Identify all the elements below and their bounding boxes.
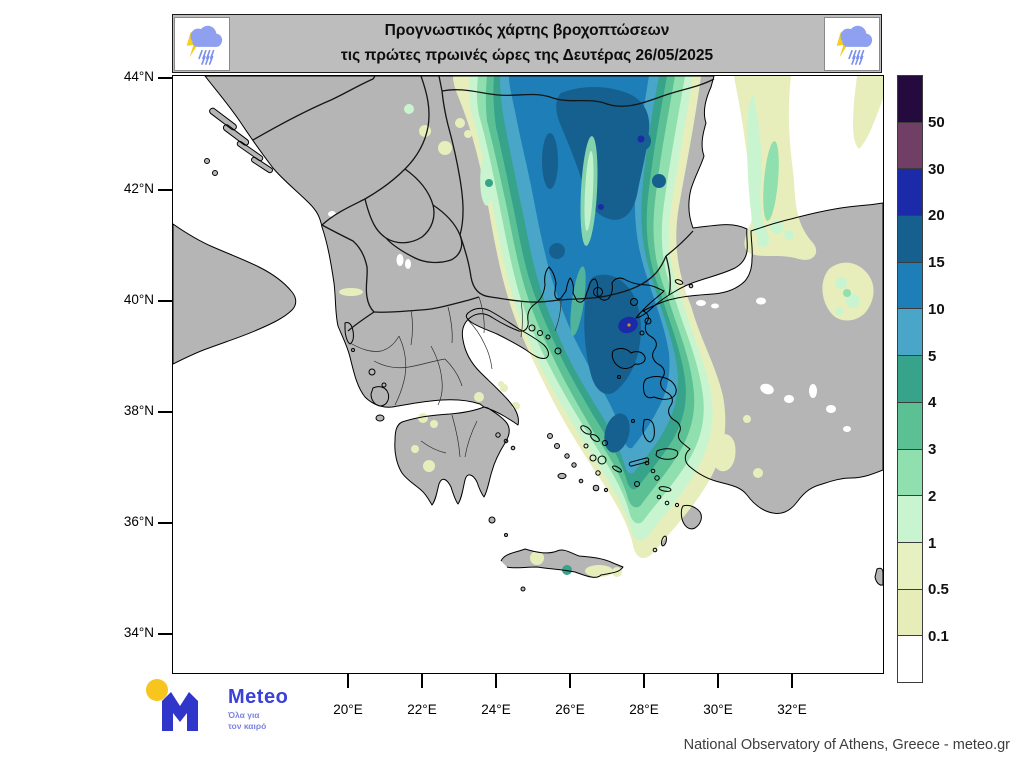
colorbar-block (898, 496, 922, 543)
colorbar-label: 1 (928, 534, 937, 552)
colorbar-block (898, 169, 922, 217)
storm-cloud-icon (186, 25, 223, 65)
colorbar-blocks (897, 75, 923, 683)
lon-tick (421, 674, 423, 688)
precip-inner-streak (584, 151, 594, 231)
lat-tick (158, 411, 172, 413)
map-title-line2: τις πρώτες πρωινές ώρες της Δευτέρας 26/… (340, 46, 714, 64)
precip-15-20mm (542, 87, 666, 453)
forecast-map (172, 75, 884, 674)
lon-tick-label: 28°E (629, 702, 659, 717)
lon-tick-label: 32°E (777, 702, 807, 717)
colorbar-block (898, 216, 922, 263)
colorbar-label: 0.5 (928, 581, 949, 599)
colorbar-block (898, 309, 922, 357)
rain-streaks-icon (198, 49, 215, 65)
meteo-tagline-line1: Όλα για (228, 710, 260, 720)
lon-tick-label: 30°E (703, 702, 733, 717)
lon-tick (717, 674, 719, 688)
lon-tick (495, 674, 497, 688)
map-title: Προγνωστικός χάρτης βροχοπτώσεων τις πρώ… (231, 19, 823, 67)
lon-tick (569, 674, 571, 688)
colorbar-block (898, 122, 922, 170)
colorbar-label: 0.1 (928, 628, 949, 646)
lat-tick (158, 633, 172, 635)
meteo-logo-text: Meteo Όλα για τον καιρό (228, 686, 288, 731)
colorbar-label: 5 (928, 347, 937, 365)
precip-inner-streak (570, 266, 586, 336)
colorbar-label: 15 (928, 254, 945, 272)
lat-tick-label: 38°N (123, 403, 154, 418)
lat-tick-label: 34°N (123, 625, 154, 640)
lon-tick-label: 26°E (555, 702, 585, 717)
colorbar-block (898, 76, 922, 123)
colorbar-label: 20 (928, 207, 945, 225)
title-bar: Προγνωστικός χάρτης βροχοπτώσεων τις πρώ… (172, 14, 882, 73)
lon-tick (643, 674, 645, 688)
colorbar-block (898, 449, 922, 497)
lon-tick (791, 674, 793, 688)
meteo-tagline-line2: τον καιρό (228, 720, 267, 731)
colorbar-block (898, 402, 922, 450)
lon-tick-label: 24°E (481, 702, 511, 717)
storm-cloud-icon (836, 25, 873, 65)
lat-tick-label: 40°N (123, 292, 154, 307)
colorbar-block (898, 262, 922, 310)
lon-tick (347, 674, 349, 688)
lat-tick (158, 300, 172, 302)
lat-tick-label: 42°N (123, 181, 154, 196)
lat-tick (158, 77, 172, 79)
meteo-logo-name: Meteo (228, 686, 289, 708)
colorbar-label: 10 (928, 300, 945, 318)
colorbar-label: 3 (928, 441, 937, 459)
precip-max-marker (627, 323, 631, 327)
lat-tick (158, 189, 172, 191)
meteo-logo-icon (146, 679, 198, 731)
storm-cloud-icon-left-box (174, 16, 230, 71)
lon-tick-label: 20°E (333, 702, 363, 717)
lon-tick-label: 22°E (407, 702, 437, 717)
prefecture-borders (349, 296, 562, 458)
map-title-line1: Προγνωστικός χάρτης βροχοπτώσεων (384, 22, 670, 40)
colorbar-label: 2 (928, 487, 937, 505)
credit-text: National Observatory of Athens, Greece -… (683, 737, 1010, 753)
map-canvas (172, 75, 884, 592)
precipitation-colorbar: 50 30 20 15 10 5 4 3 2 1 0.5 0.1 (897, 75, 967, 683)
meteo-logo-tagline: Όλα για τον καιρό (228, 710, 288, 731)
lat-tick-label: 44°N (123, 69, 154, 84)
rain-streaks-icon (848, 49, 865, 65)
storm-cloud-icon-right-box (824, 16, 880, 71)
colorbar-block (898, 636, 922, 682)
lat-tick-label: 36°N (123, 514, 154, 529)
lakes (328, 211, 851, 432)
lat-tick (158, 522, 172, 524)
colorbar-block (898, 542, 922, 590)
colorbar-block (898, 589, 922, 637)
colorbar-label: 30 (928, 160, 945, 178)
meteo-logo: Meteo Όλα για τον καιρό (140, 674, 330, 758)
colorbar-block (898, 356, 922, 403)
colorbar-label: 50 (928, 113, 945, 131)
precipitation-layer (339, 76, 883, 577)
country-borders (252, 75, 715, 332)
colorbar-label: 4 (928, 394, 937, 412)
